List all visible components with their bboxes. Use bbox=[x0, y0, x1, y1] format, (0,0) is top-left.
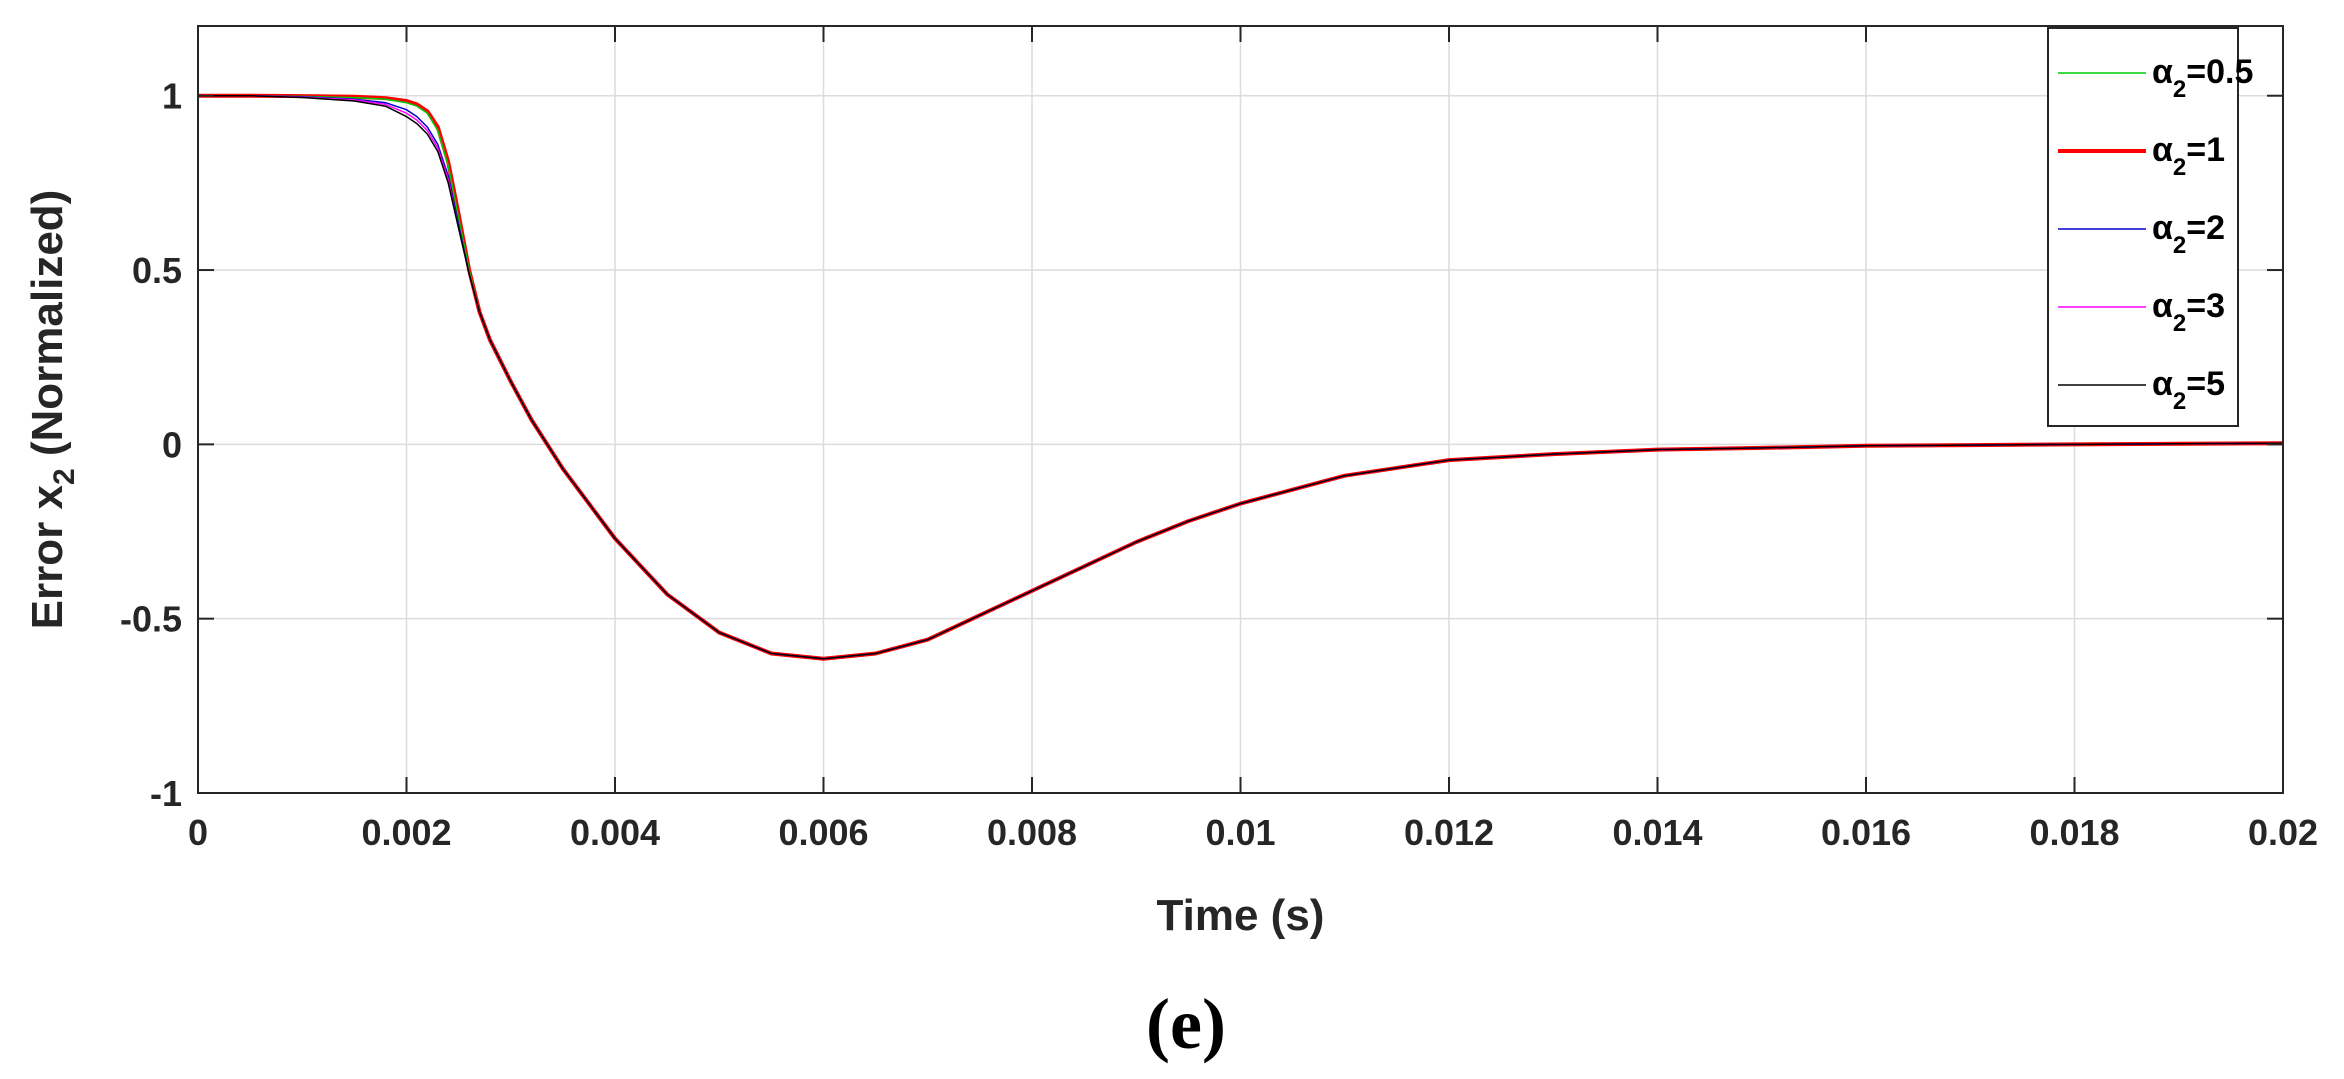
x-tick-label: 0 bbox=[188, 812, 208, 853]
series-lines bbox=[198, 93, 2284, 661]
y-tick-label: -1 bbox=[150, 773, 182, 814]
series-line-alpha2-5 bbox=[198, 94, 2284, 660]
x-tick-label: 0.012 bbox=[1404, 812, 1494, 853]
x-tick-label: 0.004 bbox=[570, 812, 660, 853]
panel-label: (e) bbox=[1146, 984, 1226, 1064]
y-tick-label: 1 bbox=[162, 76, 182, 117]
y-tick-labels: -1 -0.5 0 0.5 1 bbox=[120, 76, 182, 814]
y-axis-title: Error x2 (Normalized) bbox=[23, 190, 81, 630]
x-tick-label: 0.002 bbox=[361, 812, 451, 853]
x-tick-labels: 0 0.002 0.004 0.006 0.008 0.01 0.012 0.014 0.016… bbox=[188, 812, 2318, 853]
x-tick-label: 0.006 bbox=[778, 812, 868, 853]
x-tick-label: 0.02 bbox=[2248, 812, 2318, 853]
x-tick-label: 0.016 bbox=[1821, 812, 1911, 853]
legend: α2=0.5 α2=1 α2=2 α2=3 α2=5 bbox=[2047, 27, 2253, 427]
x-tick-label: 0.014 bbox=[1612, 812, 1702, 853]
y-tick-label: 0.5 bbox=[132, 250, 182, 291]
legend-entry: α2=5 bbox=[2152, 365, 2225, 415]
y-axis-title-suffix: (Normalized) bbox=[23, 190, 72, 469]
legend-entry: α2=1 bbox=[2152, 131, 2225, 181]
x-tick-label: 0.018 bbox=[2029, 812, 2119, 853]
legend-entry: α2=3 bbox=[2152, 287, 2225, 337]
legend-entry: α2=0.5 bbox=[2152, 53, 2253, 103]
legend-entry: α2=2 bbox=[2152, 209, 2225, 259]
y-axis-title-subscript: 2 bbox=[48, 468, 81, 485]
y-tick-label: 0 bbox=[162, 424, 182, 465]
legend-items: α2=0.5 α2=1 α2=2 α2=3 α2=5 bbox=[2058, 53, 2253, 415]
x-tick-label: 0.008 bbox=[987, 812, 1077, 853]
x-axis-title: Time (s) bbox=[1157, 891, 1325, 940]
x-tick-label: 0.01 bbox=[1205, 812, 1275, 853]
y-axis-title-main: Error x bbox=[23, 485, 72, 630]
legend-box bbox=[2047, 27, 2239, 427]
y-tick-label: -0.5 bbox=[120, 599, 182, 640]
